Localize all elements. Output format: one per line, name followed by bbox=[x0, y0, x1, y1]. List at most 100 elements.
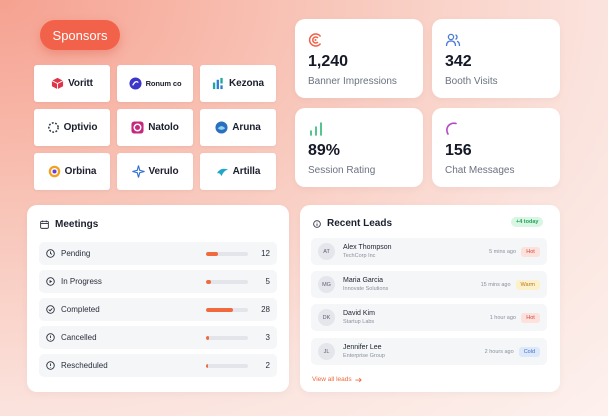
meeting-status-label: Completed bbox=[61, 305, 100, 314]
sponsor-logo-optivio[interactable]: Optivio bbox=[34, 109, 110, 146]
lead-info: Maria Garcia Innovate Solutions bbox=[343, 277, 481, 292]
stat-value: 156 bbox=[445, 142, 472, 159]
meetings-title: Meetings bbox=[40, 219, 98, 230]
stat-card-banner-impressions: 1,240 Banner Impressions bbox=[295, 19, 423, 98]
arrow-right-icon bbox=[355, 377, 362, 382]
avatar: JL bbox=[318, 343, 335, 360]
lead-company: Enterprise Group bbox=[343, 353, 385, 359]
status-badge: Warm bbox=[515, 279, 540, 290]
lead-time: 5 mins ago bbox=[489, 248, 516, 255]
meeting-status-count: 12 bbox=[261, 249, 270, 258]
meeting-status-row[interactable]: Cancelled 3 bbox=[39, 326, 277, 349]
lead-company: Innovate Solutions bbox=[343, 286, 389, 292]
avatar: AT bbox=[318, 243, 335, 260]
status-badge: Hot bbox=[521, 246, 540, 257]
lead-name: Jennifer Lee bbox=[343, 344, 382, 351]
status-badge: Cold bbox=[518, 346, 540, 357]
meeting-status-label: Cancelled bbox=[61, 333, 97, 342]
lead-name: David Kim bbox=[343, 310, 375, 317]
recent-leads-panel: Recent Leads +4 today AT Alex Thompson T… bbox=[300, 205, 560, 392]
meeting-progress-fill bbox=[206, 335, 209, 340]
sponsor-name: Natolo bbox=[148, 122, 179, 133]
calendar-icon bbox=[40, 220, 49, 229]
meeting-progress-fill bbox=[206, 251, 218, 256]
info-circle-icon bbox=[313, 219, 321, 228]
lead-company: TechCorp Inc bbox=[343, 253, 376, 259]
sponsor-name: Aruna bbox=[232, 122, 261, 133]
status-badge: Hot bbox=[521, 312, 540, 323]
stat-card-booth-visits: 342 Booth Visits bbox=[432, 19, 560, 98]
sponsor-logo-ronum[interactable]: Ronum co bbox=[117, 65, 193, 102]
sponsor-name: Kezona bbox=[229, 78, 264, 89]
avatar: MG bbox=[318, 276, 335, 293]
stat-card-session-rating: 89% Session Rating bbox=[295, 108, 423, 187]
lead-row[interactable]: MG Maria Garcia Innovate Solutions 15 mi… bbox=[311, 271, 547, 298]
meeting-progress-bar bbox=[206, 307, 248, 312]
meeting-status-row[interactable]: In Progress 5 bbox=[39, 270, 277, 293]
lead-name: Alex Thompson bbox=[343, 244, 392, 251]
meeting-progress-bar bbox=[206, 335, 248, 340]
flower-icon bbox=[131, 121, 144, 134]
sponsor-logo-kezona[interactable]: Kezona bbox=[200, 65, 276, 102]
meeting-status-row[interactable]: Rescheduled 2 bbox=[39, 354, 277, 377]
today-count-badge: +4 today bbox=[511, 217, 544, 227]
lead-time: 1 hour ago bbox=[489, 314, 516, 321]
droplet-circle-icon bbox=[215, 121, 228, 134]
users-icon bbox=[445, 33, 461, 47]
lead-row[interactable]: JL Jennifer Lee Enterprise Group 2 hours… bbox=[311, 338, 547, 365]
meeting-status-label: In Progress bbox=[61, 277, 102, 286]
play-circle-icon bbox=[46, 277, 55, 286]
sponsor-logo-verulo[interactable]: Verulo bbox=[117, 153, 193, 190]
meeting-status-row[interactable]: Pending 12 bbox=[39, 242, 277, 265]
sponsor-logo-aruna[interactable]: Aruna bbox=[200, 109, 276, 146]
sponsor-logo-artilla[interactable]: Artilla bbox=[200, 153, 276, 190]
lead-name: Maria Garcia bbox=[343, 277, 384, 284]
meeting-progress-bar bbox=[206, 251, 248, 256]
meeting-status-label: Pending bbox=[61, 249, 91, 258]
stat-value: 342 bbox=[445, 53, 472, 70]
lead-time: 2 hours ago bbox=[484, 348, 514, 355]
bars-icon bbox=[212, 77, 223, 90]
meetings-title-text: Meetings bbox=[55, 219, 99, 230]
view-all-leads-link[interactable]: View all leads bbox=[312, 376, 362, 383]
stat-label: Banner Impressions bbox=[308, 76, 397, 87]
stat-label: Session Rating bbox=[308, 165, 376, 176]
star-burst-icon bbox=[131, 165, 145, 178]
meeting-progress-fill bbox=[206, 363, 209, 368]
meeting-progress-fill bbox=[206, 307, 234, 312]
sponsor-name: Voritt bbox=[68, 78, 93, 89]
sponsors-button[interactable]: Sponsors bbox=[40, 20, 120, 50]
arc-loader-icon bbox=[446, 122, 457, 135]
leads-title-text: Recent Leads bbox=[327, 218, 393, 229]
eye-broadcast-icon bbox=[308, 33, 322, 47]
stat-value: 89% bbox=[308, 142, 341, 159]
sponsor-logo-natolo[interactable]: Natolo bbox=[117, 109, 193, 146]
lead-row[interactable]: AT Alex Thompson TechCorp Inc 5 mins ago… bbox=[311, 238, 547, 265]
meeting-status-label: Rescheduled bbox=[61, 361, 108, 370]
lead-time: 15 mins ago bbox=[480, 281, 511, 288]
stat-card-chat-messages: 156 Chat Messages bbox=[432, 108, 560, 187]
stat-label: Booth Visits bbox=[445, 76, 498, 87]
ring-icon bbox=[48, 165, 60, 178]
sponsor-logo-orbina[interactable]: Orbina bbox=[34, 153, 110, 190]
sponsor-logo-voritt[interactable]: Voritt bbox=[34, 65, 110, 102]
leads-title: Recent Leads bbox=[313, 218, 392, 229]
sponsor-name: Verulo bbox=[148, 166, 179, 177]
check-circle-icon bbox=[46, 305, 55, 314]
wave-icon bbox=[216, 168, 228, 177]
meeting-status-count: 2 bbox=[265, 361, 270, 370]
stat-value: 1,240 bbox=[308, 53, 349, 70]
lead-info: Alex Thompson TechCorp Inc bbox=[343, 244, 489, 259]
lead-info: David Kim Startup Labs bbox=[343, 310, 490, 325]
swirl-circle-icon bbox=[129, 77, 142, 90]
signal-bars-icon bbox=[310, 122, 322, 136]
avatar: DK bbox=[318, 309, 335, 326]
meeting-status-row[interactable]: Completed 28 bbox=[39, 298, 277, 321]
sponsor-name: Orbina bbox=[64, 166, 97, 177]
meetings-panel: Meetings Pending 12 In Progress 5 Comple… bbox=[27, 205, 289, 392]
sponsor-name: Ronum co bbox=[145, 79, 182, 88]
lead-row[interactable]: DK David Kim Startup Labs 1 hour ago Hot bbox=[311, 304, 547, 331]
meeting-status-count: 3 bbox=[265, 333, 270, 342]
lead-company: Startup Labs bbox=[343, 319, 375, 325]
meeting-status-count: 28 bbox=[261, 305, 270, 314]
